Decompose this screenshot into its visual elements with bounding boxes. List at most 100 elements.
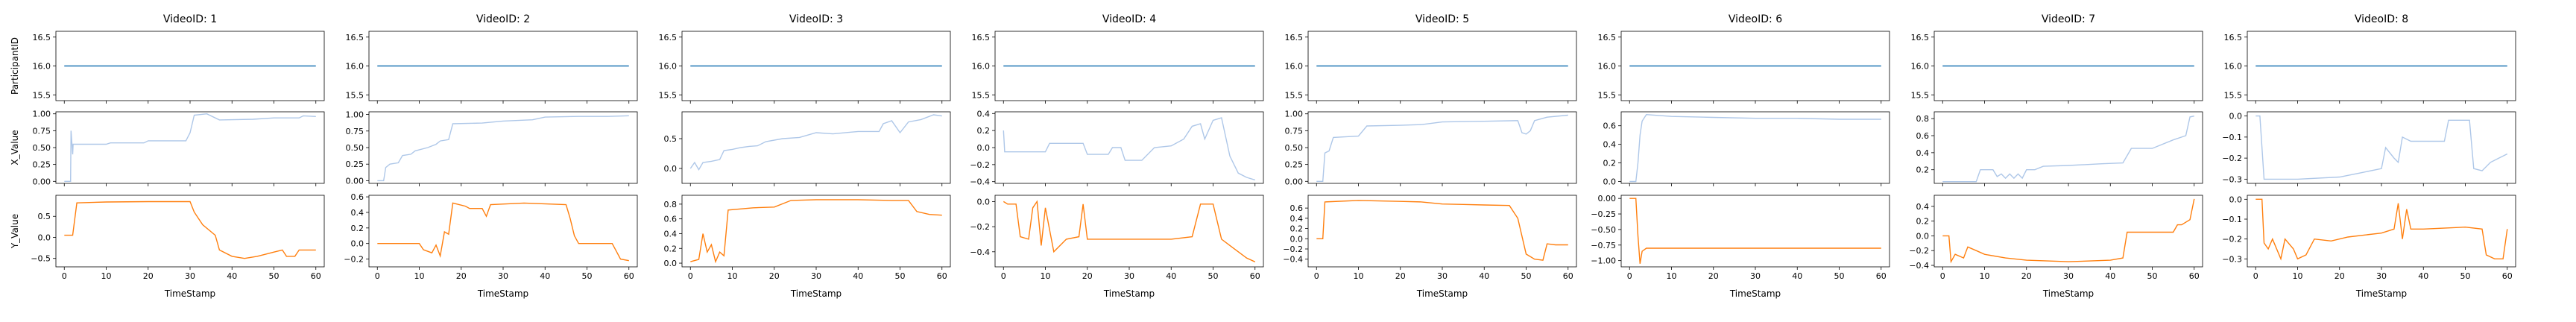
x-axis-label: TimeStamp xyxy=(2042,288,2094,299)
y-tick-label: 15.5 xyxy=(1285,90,1304,100)
y-tick-label: 0.5 xyxy=(38,212,51,221)
y-tick-label: 16.0 xyxy=(346,62,364,72)
x_value-series-line xyxy=(1629,113,1881,183)
y-tick-label: 16.5 xyxy=(346,33,364,42)
y-tick-label: 1.00 xyxy=(346,110,364,120)
y-tick-label: 0.0 xyxy=(1916,231,1930,241)
panel-title: VideoID: 6 xyxy=(1729,13,1782,25)
y-tick-label: −0.2 xyxy=(970,160,990,170)
y-tick-label: −0.2 xyxy=(970,222,990,232)
y-tick-label: 0.4 xyxy=(977,109,991,119)
x-tick-label: 40 xyxy=(1792,271,1802,281)
y-tick-label: 0.2 xyxy=(1916,165,1930,175)
x-tick-label: 40 xyxy=(1166,271,1176,281)
panel-title: VideoID: 2 xyxy=(476,13,530,25)
y-tick-label: 0.8 xyxy=(664,200,678,209)
x-tick-label: 60 xyxy=(1876,271,1887,281)
y-tick-label: 0.6 xyxy=(664,215,678,224)
x-axis-label: TimeStamp xyxy=(1103,288,1155,299)
y-tick-label: 0.0 xyxy=(664,259,678,268)
x-axis-label: TimeStamp xyxy=(2355,288,2407,299)
y-tick-label: −0.2 xyxy=(2222,154,2242,163)
y-tick-label: −0.50 xyxy=(1591,225,1616,235)
x-tick-label: 0 xyxy=(2253,271,2258,281)
x-tick-label: 40 xyxy=(1479,271,1489,281)
axes-frame xyxy=(1307,195,1577,268)
axes-frame xyxy=(1933,195,2203,268)
x-tick-label: 10 xyxy=(101,271,112,281)
x-tick-label: 10 xyxy=(727,271,738,281)
y-tick-label: −0.4 xyxy=(970,247,990,257)
x-tick-label: 20 xyxy=(2021,271,2032,281)
y-axis-label: ParticipantID xyxy=(10,37,20,95)
x-tick-label: 40 xyxy=(540,271,550,281)
x-tick-label: 30 xyxy=(498,271,508,281)
x_value-series-line xyxy=(377,115,629,182)
y-tick-label: 15.5 xyxy=(1911,90,1930,100)
y_value-series-line xyxy=(64,201,316,259)
y-tick-label: 0.2 xyxy=(1603,159,1617,168)
y-tick-label: 0.4 xyxy=(351,208,364,218)
y-tick-label: 15.5 xyxy=(346,90,364,100)
y-tick-label: 16.0 xyxy=(659,62,678,72)
y-tick-label: 0.0 xyxy=(38,233,51,242)
y-tick-label: −0.4 xyxy=(1909,261,1929,271)
x-tick-label: 60 xyxy=(2189,271,2200,281)
y-tick-label: −0.1 xyxy=(2222,133,2242,142)
axes-frame xyxy=(1620,195,1890,268)
axes-frame xyxy=(1933,111,2203,184)
y-tick-label: 0.2 xyxy=(977,126,991,136)
y-axis-label: Y_Value xyxy=(10,214,20,249)
y-tick-label: 0.4 xyxy=(1916,148,1930,158)
x-tick-label: 60 xyxy=(937,271,947,281)
x-tick-label: 40 xyxy=(2105,271,2115,281)
x-tick-label: 50 xyxy=(1834,271,1845,281)
x-tick-label: 50 xyxy=(269,271,280,281)
y-tick-label: 1.00 xyxy=(33,110,51,119)
y-tick-label: 0.6 xyxy=(1916,131,1930,141)
x-tick-label: 0 xyxy=(1627,271,1632,281)
y-tick-label: 15.5 xyxy=(659,90,678,100)
x_value-series-line xyxy=(2255,115,2508,180)
y-tick-label: 1.00 xyxy=(1285,110,1304,119)
y_value-series-line xyxy=(1316,200,1568,261)
x-tick-label: 50 xyxy=(2460,271,2471,281)
y-tick-label: 0.0 xyxy=(977,197,991,206)
y_value-series-line xyxy=(377,202,629,262)
y-tick-label: 16.5 xyxy=(972,33,991,42)
panel-title: VideoID: 5 xyxy=(1415,13,1469,25)
y-tick-label: −0.25 xyxy=(1591,209,1616,219)
axes-frame xyxy=(368,195,638,268)
y-tick-label: 0.00 xyxy=(33,177,51,186)
y-tick-label: −0.3 xyxy=(2222,254,2242,264)
x-tick-label: 20 xyxy=(143,271,154,281)
y-tick-label: 0.25 xyxy=(33,160,51,170)
panel-title: VideoID: 7 xyxy=(2042,13,2095,25)
y-tick-label: 0.25 xyxy=(1285,160,1304,170)
x-tick-label: 10 xyxy=(1667,271,1677,281)
x-tick-label: 0 xyxy=(375,271,380,281)
x-tick-label: 40 xyxy=(2418,271,2428,281)
x-tick-label: 30 xyxy=(185,271,195,281)
x-tick-label: 50 xyxy=(2147,271,2158,281)
x-tick-label: 0 xyxy=(688,271,693,281)
x-tick-label: 50 xyxy=(895,271,906,281)
y_value-series-line xyxy=(1629,198,1881,264)
y-tick-label: −0.2 xyxy=(344,255,364,265)
y-tick-label: 0.0 xyxy=(977,143,991,153)
x-axis-label: TimeStamp xyxy=(790,288,842,299)
x-tick-label: 60 xyxy=(1250,271,1260,281)
y-tick-label: 0.0 xyxy=(2229,195,2243,204)
y-tick-label: 0.0 xyxy=(1290,234,1304,244)
y-axis-label: X_Value xyxy=(10,130,20,165)
y-tick-label: −1.00 xyxy=(1591,256,1616,266)
y-tick-label: 16.0 xyxy=(1285,62,1304,72)
x-axis-label: TimeStamp xyxy=(477,288,528,299)
x-tick-label: 30 xyxy=(2376,271,2387,281)
axes-frame xyxy=(55,195,325,268)
x-tick-label: 0 xyxy=(1314,271,1319,281)
x-tick-label: 60 xyxy=(2502,271,2513,281)
y-tick-label: 0.0 xyxy=(351,239,364,249)
y_value-series-line xyxy=(1003,200,1256,262)
